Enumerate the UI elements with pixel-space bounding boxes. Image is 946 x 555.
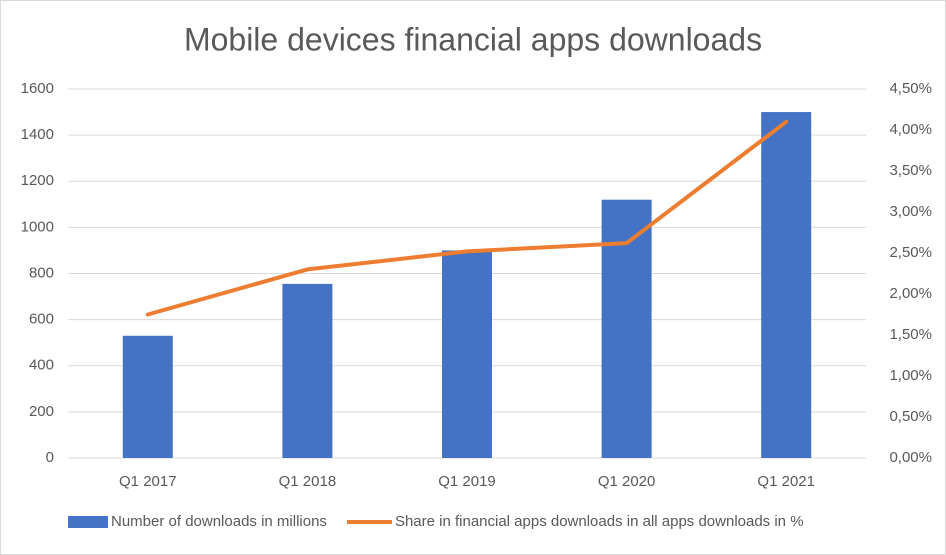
y-tick-label: 800	[29, 264, 54, 281]
x-tick-label: Q1 2020	[598, 473, 656, 490]
bar	[442, 250, 492, 458]
y2-tick-label: 3,00%	[889, 203, 932, 220]
bar	[282, 283, 333, 458]
y-tick-label: 1000	[21, 218, 54, 235]
x-tick-label: Q1 2018	[279, 473, 337, 490]
y-tick-label: 600	[29, 311, 54, 328]
x-tick-label: Q1 2019	[438, 473, 496, 490]
y2-tick-label: 3,50%	[889, 162, 932, 179]
x-tick-label: Q1 2021	[757, 473, 815, 490]
y-tick-label: 1600	[21, 80, 54, 97]
y-tick-label: 1400	[21, 126, 54, 143]
y-tick-label: 400	[29, 357, 54, 374]
y2-tick-label: 0,00%	[889, 449, 932, 466]
y2-tick-label: 4,50%	[889, 80, 932, 97]
y2-tick-label: 4,00%	[889, 121, 932, 138]
bar	[761, 112, 812, 458]
legend-label: Number of downloads in millions	[111, 513, 327, 530]
legend-label: Share in financial apps downloads in all…	[395, 513, 804, 530]
line	[145, 119, 789, 317]
bar	[601, 199, 652, 458]
y2-tick-label: 2,00%	[889, 285, 932, 302]
y-tick-label: 0	[46, 449, 54, 466]
y2-tick-label: 1,00%	[889, 367, 932, 384]
chart-title: Mobile devices financial apps downloads	[184, 21, 762, 57]
y2-tick-label: 2,50%	[889, 244, 932, 261]
x-tick-label: Q1 2017	[119, 473, 177, 490]
y-tick-label: 200	[29, 403, 54, 420]
legend-swatch	[68, 516, 108, 528]
y2-tick-label: 1,50%	[889, 326, 932, 343]
bar	[122, 335, 173, 458]
y2-tick-label: 0,50%	[889, 408, 932, 425]
y-tick-label: 1200	[21, 172, 54, 189]
